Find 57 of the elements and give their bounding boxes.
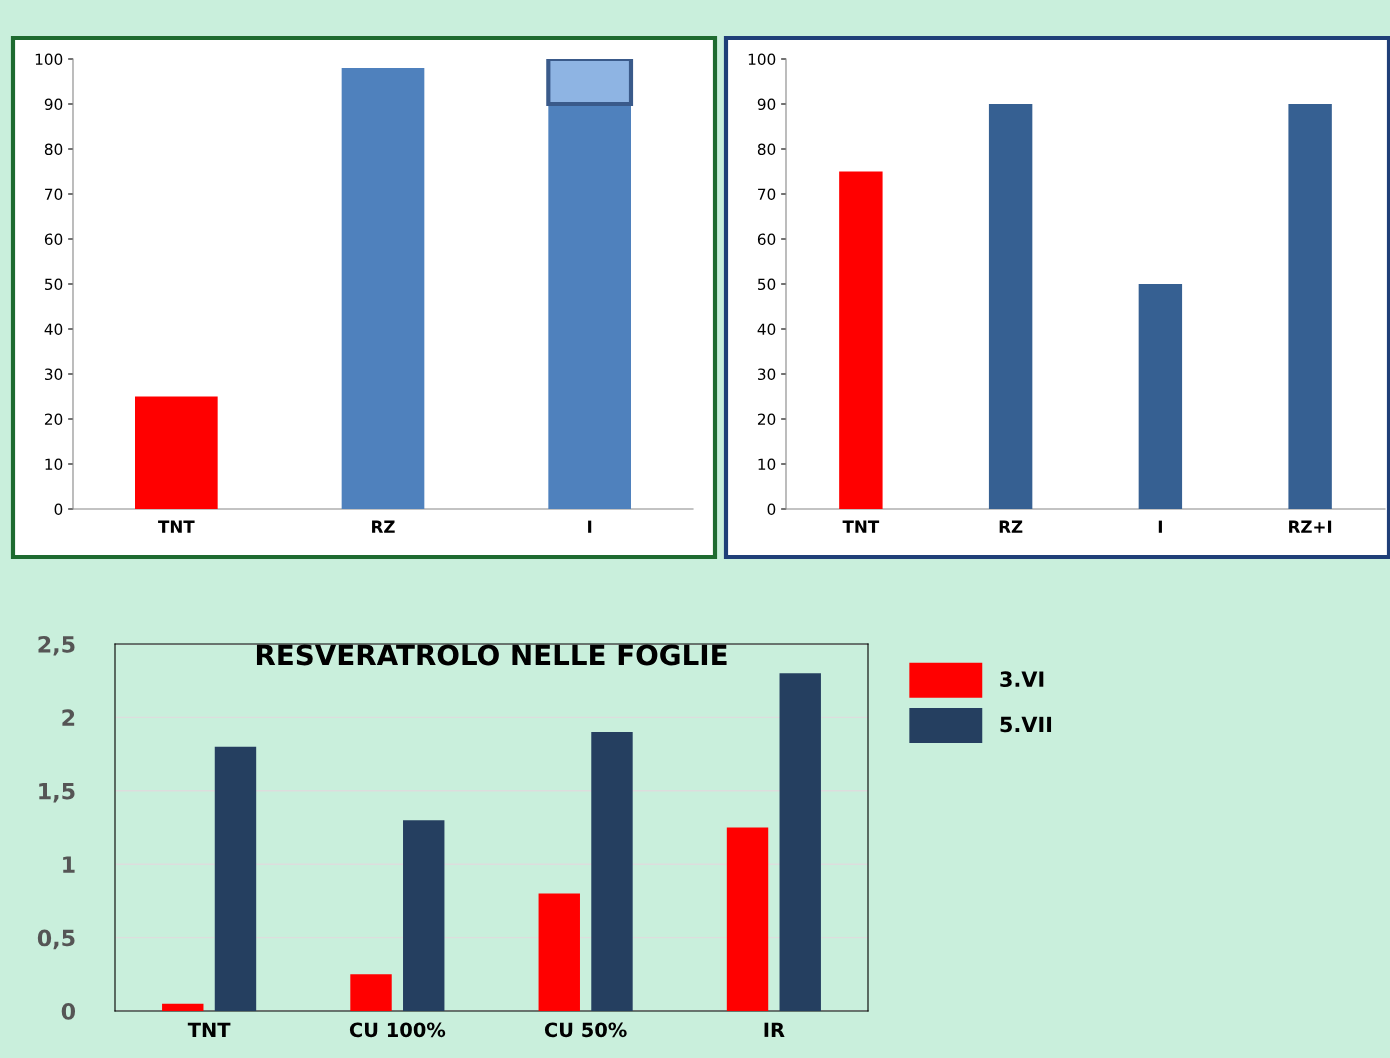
chart-title: RESVERATROLO NELLE FOGLIE: [256, 644, 727, 666]
y-tick-label: 10: [45, 458, 63, 471]
y-tick-label: 40: [757, 323, 776, 336]
bar: [403, 820, 445, 1011]
bar: [162, 1003, 204, 1011]
x-tick-label: I: [1158, 520, 1162, 533]
bar: [591, 732, 633, 1011]
y-tick-label: 80: [757, 143, 776, 156]
y-tick-label: 10: [758, 458, 776, 471]
y-tick-label: 0: [61, 1002, 76, 1020]
x-tick-label: TNT: [158, 520, 195, 533]
bar: [839, 171, 883, 509]
y-tick-label: 0: [54, 503, 63, 516]
y-tick-label: 2: [62, 709, 75, 726]
x-tick-label: IR: [764, 1022, 785, 1037]
y-tick-label: 0,5: [37, 929, 75, 950]
x-tick-label: CU 50%: [544, 1022, 627, 1038]
x-tick-label: TNT: [187, 1022, 231, 1037]
legend-label: 3.VI: [1000, 671, 1044, 687]
y-tick-label: 80: [44, 143, 63, 156]
y-tick-label: 50: [45, 278, 63, 291]
x-tick-label: TNT: [842, 520, 880, 533]
y-tick-label: 1: [63, 856, 75, 873]
bar: [1138, 284, 1183, 509]
bar: [1288, 104, 1332, 509]
y-tick-label: 100: [748, 53, 776, 66]
x-tick-label: RZ: [999, 520, 1023, 533]
y-tick-label: 0: [767, 503, 776, 516]
bar: [214, 746, 257, 1011]
y-tick-label: 30: [758, 368, 776, 381]
y-tick-label: 20: [757, 413, 776, 426]
y-tick-label: 2,5: [38, 635, 75, 656]
x-tick-label: CU 100%: [349, 1022, 446, 1038]
bar: [779, 673, 821, 1011]
y-tick-label: 1,5: [39, 783, 75, 803]
y-tick-label: 70: [45, 188, 63, 201]
bar: [538, 893, 580, 1011]
y-tick-label: 50: [758, 278, 776, 291]
y-tick-label: 90: [757, 98, 776, 111]
y-tick-label: 20: [44, 413, 63, 426]
y-tick-label: 100: [35, 53, 63, 66]
bar: [350, 974, 392, 1011]
bar: [726, 827, 769, 1011]
x-tick-label: RZ+I: [1289, 520, 1332, 533]
y-tick-label: 70: [758, 188, 776, 201]
y-tick-label: 60: [757, 233, 776, 246]
legend-label: 5.VII: [1000, 716, 1052, 733]
y-tick-label: 40: [44, 323, 63, 336]
y-tick-label: 30: [45, 368, 63, 381]
bar: [548, 104, 631, 509]
y-tick-label: 90: [44, 98, 63, 111]
bar: [135, 396, 218, 509]
x-tick-label: I: [588, 520, 592, 533]
bar: [341, 68, 425, 509]
bar: [988, 104, 1033, 509]
y-tick-label: 60: [44, 233, 63, 246]
x-tick-label: RZ: [372, 520, 395, 533]
